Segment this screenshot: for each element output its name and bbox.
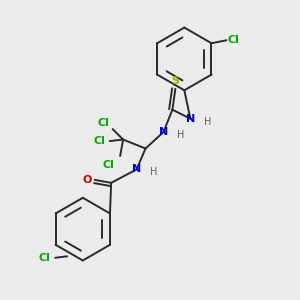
Text: Cl: Cl: [102, 160, 114, 170]
Text: Cl: Cl: [39, 253, 51, 263]
Text: O: O: [83, 175, 92, 185]
Text: H: H: [150, 167, 158, 177]
Text: Cl: Cl: [228, 35, 240, 45]
Text: N: N: [186, 114, 195, 124]
Text: Cl: Cl: [98, 118, 110, 128]
Text: H: H: [204, 117, 211, 127]
Text: Cl: Cl: [93, 136, 105, 146]
Text: S: S: [171, 76, 179, 86]
Text: H: H: [177, 130, 184, 140]
Text: N: N: [132, 164, 141, 174]
Text: N: N: [159, 127, 168, 137]
